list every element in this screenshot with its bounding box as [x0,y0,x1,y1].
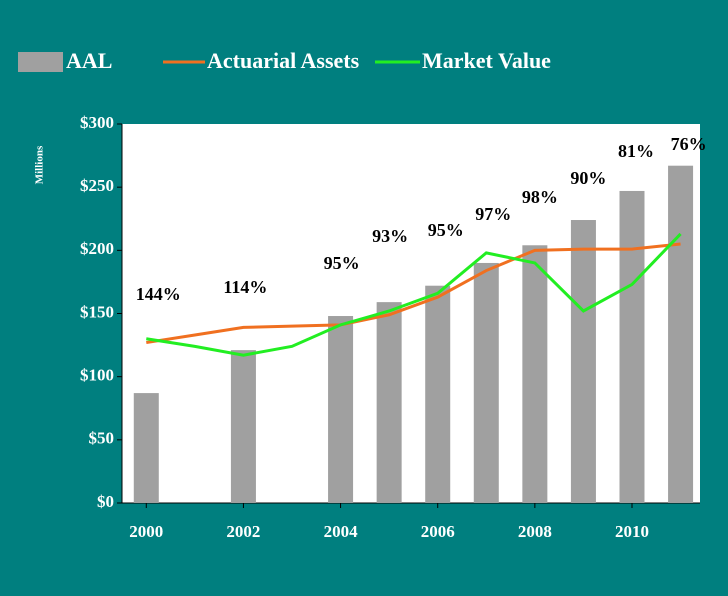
y-tick-label: $50 [89,429,115,448]
y-tick-label: $250 [80,176,114,195]
funded-ratio-label: 98% [522,187,558,207]
funded-ratio-label: 114% [223,277,267,297]
funded-ratio-label: 93% [372,226,408,246]
legend-label: Actuarial Assets [207,48,360,73]
funded-ratio-label: 95% [428,220,464,240]
y-tick-label: $150 [80,302,114,321]
funded-ratio-label: 144% [136,284,181,304]
bar [230,350,256,503]
bar [668,165,694,503]
legend-label: Market Value [422,48,551,73]
legend-label: AAL [66,48,112,73]
bar [570,220,596,503]
bar [133,393,159,503]
x-tick-label: 2008 [518,522,552,541]
y-tick-label: $300 [80,113,114,132]
legend-swatch [18,52,63,72]
bar [522,245,548,503]
bar [425,285,451,503]
funded-ratio-label: 90% [570,168,606,188]
bar [376,302,402,503]
x-tick-label: 2004 [324,522,359,541]
x-tick-label: 2000 [129,522,163,541]
y-tick-label: $100 [80,366,114,385]
funded-ratio-label: 81% [618,141,654,161]
funded-ratio-label: 95% [324,253,360,273]
y-axis-title: Millions [34,145,46,184]
y-tick-label: $200 [80,239,114,258]
x-tick-label: 2006 [421,522,455,541]
x-tick-label: 2010 [615,522,649,541]
funded-ratio-label: 76% [671,134,707,154]
bar [328,316,354,503]
line [146,232,682,357]
x-tick-label: 2002 [226,522,260,541]
plot-area [122,124,700,503]
bar [473,262,499,503]
bar [619,190,645,503]
y-tick-label: $0 [97,492,114,511]
line [146,242,681,345]
funded-ratio-label: 97% [475,204,511,224]
